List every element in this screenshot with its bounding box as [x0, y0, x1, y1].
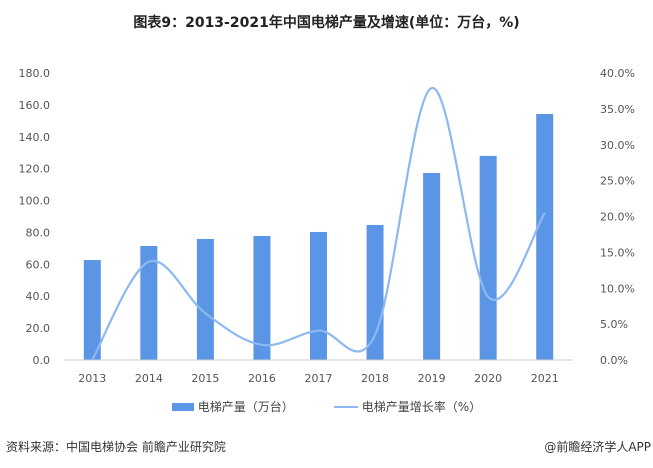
bar: [423, 172, 441, 360]
legend-label: 电梯产量（万台）: [197, 400, 294, 414]
x-tick-label: 2018: [361, 372, 389, 385]
left-tick-label: 140.0: [19, 131, 51, 144]
x-tick-label: 2019: [418, 372, 446, 385]
bar: [536, 113, 554, 360]
growth-line: [91, 86, 546, 361]
left-tick-label: 160.0: [19, 99, 51, 112]
bar: [310, 231, 327, 360]
legend-item-line: 电梯产量增长率（%）: [333, 398, 482, 415]
chart-title: 图表9：2013-2021年中国电梯产量及增速(单位：万台，%): [133, 15, 520, 31]
right-tick-label: 5.0%: [600, 318, 628, 331]
left-tick-label: 40.0: [26, 290, 51, 303]
legend-item-bar: 电梯产量（万台）: [171, 398, 294, 415]
bar: [479, 155, 497, 360]
source-note: 资料来源：中国电梯协会 前瞻产业研究院: [6, 440, 226, 454]
right-tick-label: 10.0%: [600, 282, 635, 295]
x-tick-label: 2017: [305, 372, 333, 385]
bar: [366, 224, 384, 360]
left-tick-label: 180.0: [19, 67, 51, 80]
left-tick-label: 120.0: [19, 163, 51, 176]
legend-label: 电梯产量增长率（%）: [361, 400, 482, 414]
right-tick-label: 15.0%: [600, 246, 635, 259]
x-tick-label: 2021: [531, 372, 559, 385]
left-tick-label: 0.0: [33, 354, 51, 367]
bar: [196, 238, 214, 360]
x-tick-label: 2013: [78, 372, 106, 385]
right-tick-label: 35.0%: [600, 103, 635, 116]
left-tick-label: 80.0: [26, 226, 51, 239]
right-tick-label: 30.0%: [600, 139, 635, 152]
x-tick-label: 2015: [191, 372, 219, 385]
bar: [253, 235, 271, 360]
right-tick-label: 20.0%: [600, 211, 635, 224]
credit: @前瞻经济学人APP: [544, 440, 651, 454]
legend-swatch-line: [333, 405, 358, 408]
legend: 电梯产量（万台） 电梯产量增长率（%）: [0, 398, 653, 415]
right-tick-label: 40.0%: [600, 67, 635, 80]
x-tick-label: 2014: [135, 372, 163, 385]
x-tick-label: 2020: [474, 372, 502, 385]
left-tick-label: 20.0: [26, 322, 51, 335]
bar: [140, 245, 158, 360]
right-tick-label: 0.0%: [600, 354, 628, 367]
legend-swatch-bar: [171, 402, 194, 411]
left-tick-label: 100.0: [19, 195, 51, 208]
right-tick-label: 25.0%: [600, 175, 635, 188]
x-tick-label: 2016: [248, 372, 276, 385]
bar: [83, 260, 101, 360]
left-tick-label: 60.0: [26, 258, 51, 271]
